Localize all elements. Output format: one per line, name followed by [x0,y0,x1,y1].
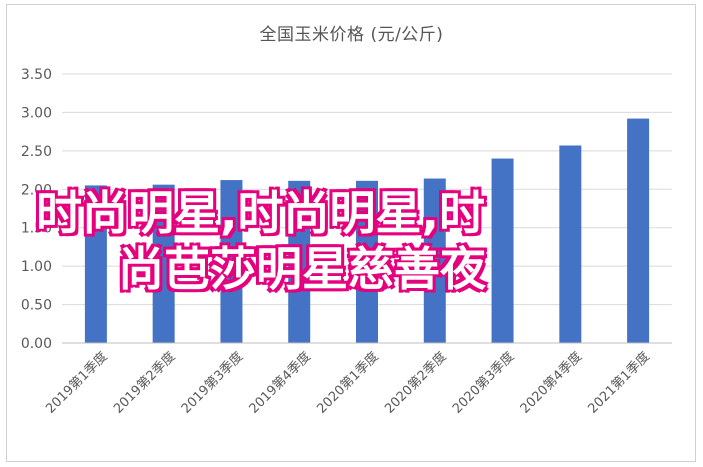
y-tick-label: 2.50 [21,144,52,160]
bar [423,178,446,343]
bars [62,118,672,344]
y-tick-label: 3.00 [21,105,52,121]
x-tick-label: 2020第3季度 [449,349,517,417]
x-tick-label: 2019第4季度 [246,349,314,417]
bar [152,184,175,343]
x-tick-label: 2020第2季度 [381,349,449,417]
bar [627,118,650,343]
y-tick-label: 1.00 [21,259,52,275]
bar [84,185,107,343]
x-tick-label: 2019第1季度 [43,349,111,417]
bar [220,180,243,343]
x-tick-label: 2020第4季度 [517,349,585,417]
y-tick-label: 1.50 [21,221,52,237]
bar [559,145,582,343]
x-tick-label: 2019第3季度 [178,349,246,417]
bar [491,158,514,343]
y-tick-label: 0.00 [21,336,52,352]
overlay-text-line2: 尚芭莎明星慈善夜 [118,242,486,296]
chart-title: 全国玉米价格 (元/公斤) [259,25,444,45]
x-tick-label: 2021第1季度 [585,349,653,417]
x-tick-label: 2019第2季度 [110,349,178,417]
overlay-text-line1: 时尚明星,时尚明星,时 [36,186,485,240]
y-tick-label: 3.50 [21,67,52,83]
bar [288,180,311,343]
y-tick-label: 0.50 [21,298,52,314]
bar [356,180,378,343]
x-axis-ticks: 2019第1季度 2019第2季度 2019第3季度 2019第4季度 2020第1季度… [43,349,653,417]
y-axis-ticks: 0.00 0.50 1.00 1.50 2.00 2.50 3.00 3.50 [21,67,52,352]
x-tick-label: 2020第1季度 [314,349,382,417]
y-tick-label: 2.00 [21,182,52,198]
